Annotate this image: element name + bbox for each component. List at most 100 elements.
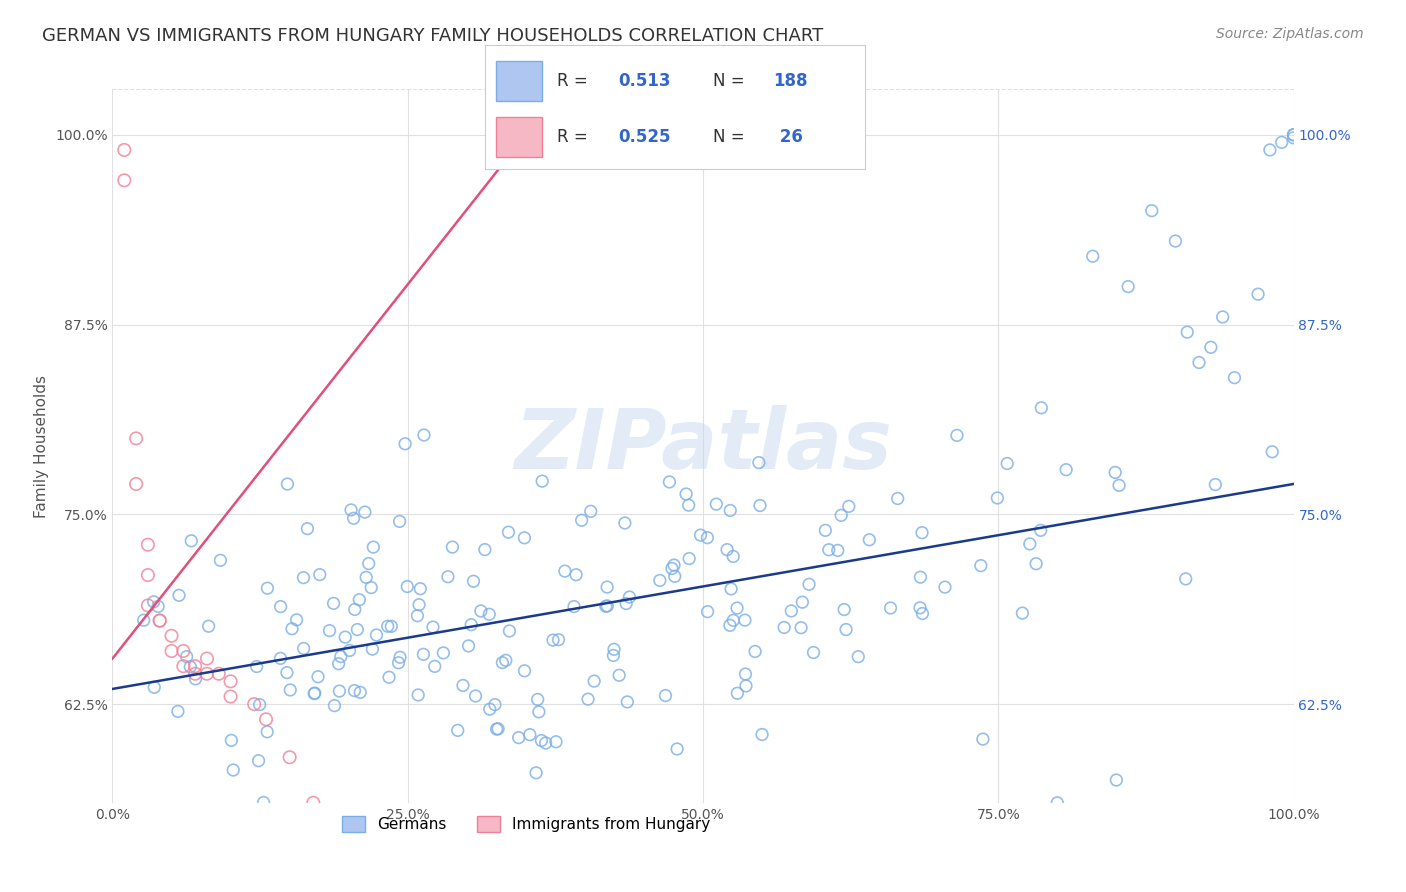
Point <box>184 659 207 673</box>
Point <box>1140 203 1163 218</box>
Point <box>603 642 626 657</box>
Text: 26: 26 <box>773 128 803 146</box>
Legend: Germans, Immigrants from Hungary: Germans, Immigrants from Hungary <box>336 810 716 838</box>
Point <box>254 712 277 726</box>
Point <box>595 599 617 614</box>
Point <box>970 558 993 573</box>
Point <box>780 604 803 618</box>
Point <box>307 670 329 684</box>
Point <box>696 531 718 545</box>
Point <box>1199 340 1222 354</box>
Point <box>1108 478 1130 492</box>
Point <box>911 607 934 621</box>
Point <box>343 602 366 616</box>
Point <box>180 533 202 548</box>
Point <box>285 613 308 627</box>
Point <box>946 428 969 442</box>
Point <box>886 491 908 506</box>
Point <box>142 595 165 609</box>
Point <box>380 619 402 633</box>
Point <box>297 522 319 536</box>
Point <box>835 623 858 637</box>
Point <box>112 173 135 187</box>
Point <box>596 580 619 594</box>
Point <box>911 525 934 540</box>
Point <box>464 689 486 703</box>
Point <box>269 651 291 665</box>
Point <box>484 698 506 712</box>
Point <box>357 557 380 571</box>
Point <box>195 651 218 665</box>
Point <box>1258 143 1281 157</box>
Point <box>1104 466 1126 480</box>
Point <box>526 692 548 706</box>
Point <box>149 614 172 628</box>
Point <box>544 735 567 749</box>
Point <box>678 498 700 512</box>
Point <box>323 698 346 713</box>
Point <box>478 702 501 716</box>
Point <box>616 695 638 709</box>
Point <box>814 524 837 538</box>
Point <box>276 477 298 491</box>
Point <box>1011 606 1033 620</box>
Point <box>910 570 932 584</box>
Point <box>412 648 434 662</box>
Point <box>423 659 446 673</box>
Point <box>451 678 474 692</box>
Point <box>409 582 432 596</box>
Point <box>735 679 758 693</box>
Text: GERMAN VS IMMIGRANTS FROM HUNGARY FAMILY HOUSEHOLDS CORRELATION CHART: GERMAN VS IMMIGRANTS FROM HUNGARY FAMILY… <box>42 27 824 45</box>
Point <box>1271 136 1294 150</box>
Point <box>389 650 412 665</box>
Point <box>662 558 685 573</box>
Point <box>613 516 636 530</box>
Point <box>406 688 429 702</box>
Point <box>531 474 554 488</box>
Point <box>361 642 384 657</box>
Point <box>1081 249 1104 263</box>
Point <box>596 599 619 613</box>
Point <box>292 571 315 585</box>
Point <box>349 592 371 607</box>
Text: 0.525: 0.525 <box>617 128 671 146</box>
Point <box>675 487 697 501</box>
Point <box>136 538 159 552</box>
Point <box>408 598 430 612</box>
Point <box>565 567 588 582</box>
Point <box>1164 234 1187 248</box>
Point <box>720 582 742 596</box>
Point <box>318 624 340 638</box>
Point <box>524 765 547 780</box>
Point <box>470 604 492 618</box>
Point <box>614 597 637 611</box>
Point <box>658 475 681 489</box>
Point <box>803 645 825 659</box>
Point <box>249 698 271 712</box>
Point <box>1046 796 1069 810</box>
Point <box>519 728 541 742</box>
Point <box>790 621 813 635</box>
Point <box>547 632 569 647</box>
Point <box>160 644 183 658</box>
Point <box>797 577 820 591</box>
Point <box>832 602 855 616</box>
Point <box>1282 128 1305 142</box>
Point <box>1174 572 1197 586</box>
Point <box>508 731 530 745</box>
Point <box>1282 130 1305 145</box>
Point <box>1140 841 1163 855</box>
Point <box>879 601 901 615</box>
Point <box>339 643 361 657</box>
Point <box>1223 370 1246 384</box>
Y-axis label: Family Households: Family Households <box>34 375 49 517</box>
Point <box>1188 355 1211 369</box>
Text: R =: R = <box>557 72 588 90</box>
Point <box>335 630 357 644</box>
Point <box>167 705 190 719</box>
Point <box>744 644 766 658</box>
Point <box>689 528 711 542</box>
Point <box>340 503 363 517</box>
Point <box>308 567 330 582</box>
Point <box>377 619 399 633</box>
